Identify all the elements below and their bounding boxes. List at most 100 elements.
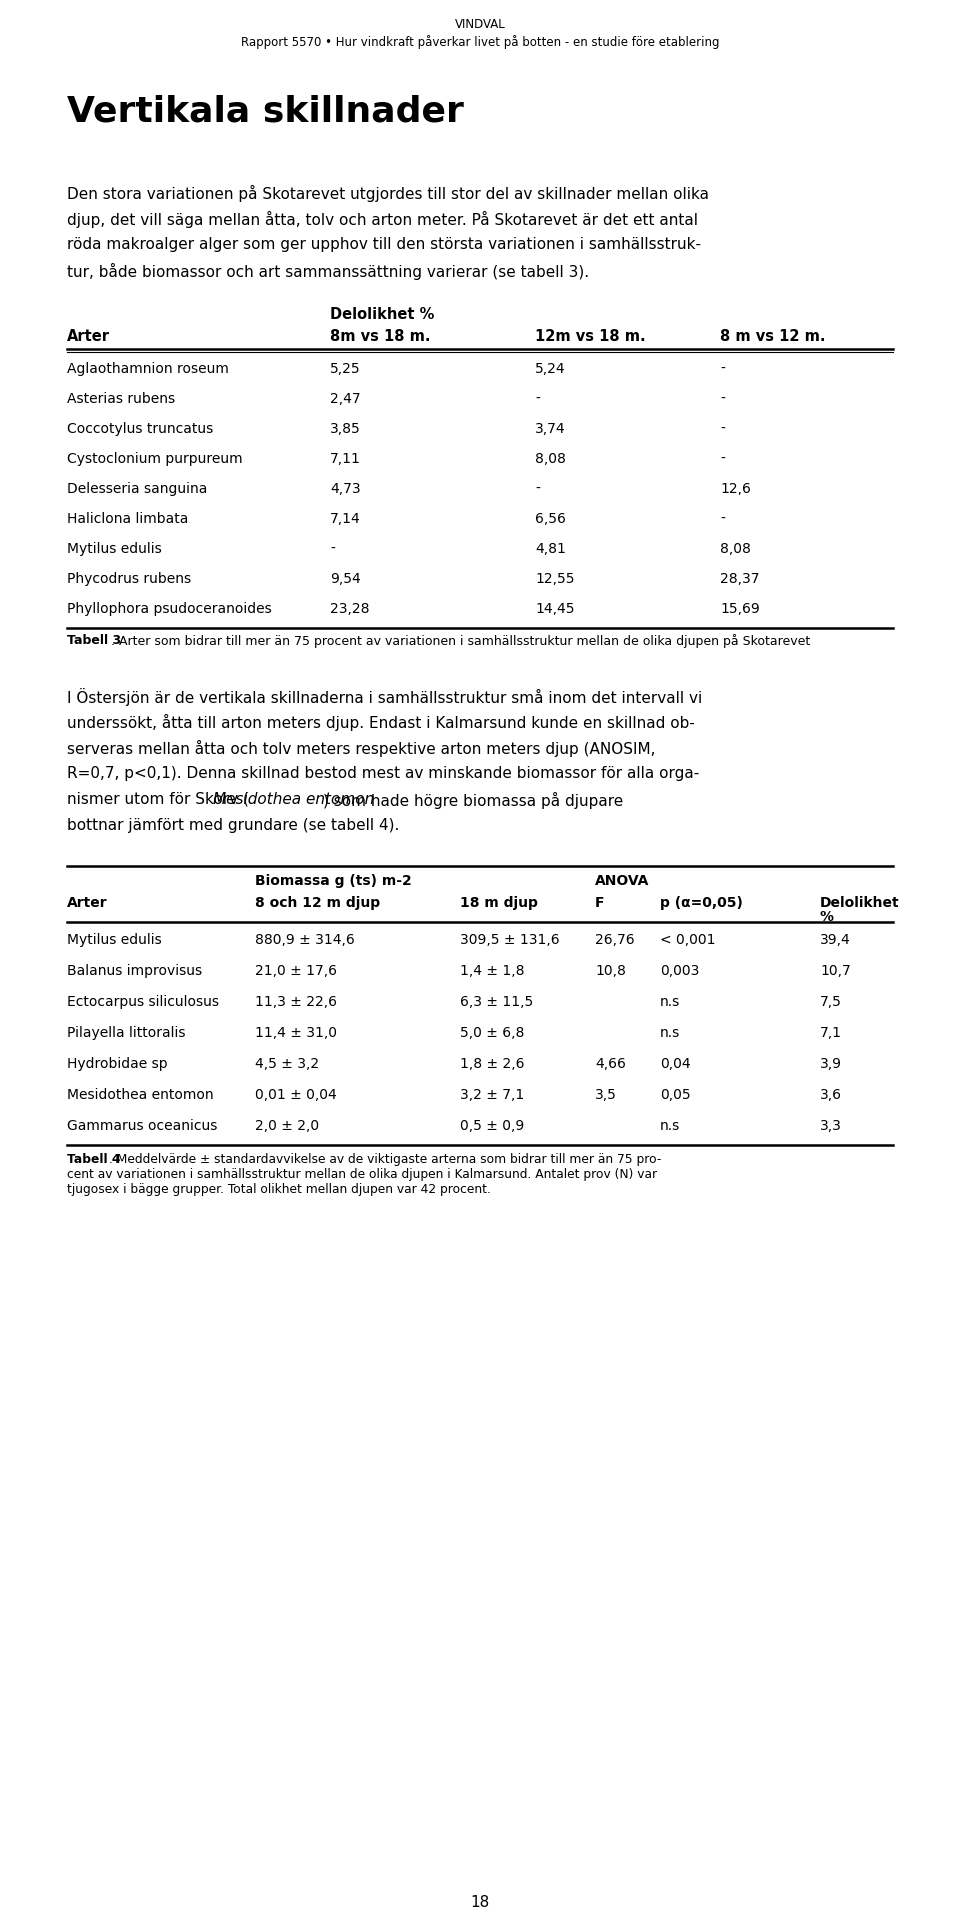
Text: n.s: n.s — [660, 1026, 681, 1040]
Text: 15,69: 15,69 — [720, 603, 759, 616]
Text: 309,5 ± 131,6: 309,5 ± 131,6 — [460, 934, 560, 947]
Text: 8 m vs 12 m.: 8 m vs 12 m. — [720, 329, 826, 345]
Text: 8,08: 8,08 — [720, 543, 751, 556]
Text: 12,6: 12,6 — [720, 481, 751, 497]
Text: 28,37: 28,37 — [720, 572, 759, 585]
Text: 8m vs 18 m.: 8m vs 18 m. — [330, 329, 430, 345]
Text: Den stora variationen på Skotarevet utgjordes till stor del av skillnader mellan: Den stora variationen på Skotarevet utgj… — [67, 185, 709, 202]
Text: 3,6: 3,6 — [820, 1088, 842, 1101]
Text: 2,47: 2,47 — [330, 393, 361, 406]
Text: n.s: n.s — [660, 995, 681, 1009]
Text: 14,45: 14,45 — [535, 603, 574, 616]
Text: 9,54: 9,54 — [330, 572, 361, 585]
Text: -: - — [720, 393, 725, 406]
Text: Aglaothamnion roseum: Aglaothamnion roseum — [67, 362, 228, 375]
Text: Arter: Arter — [67, 329, 110, 345]
Text: -: - — [535, 393, 540, 406]
Text: p (α=0,05): p (α=0,05) — [660, 895, 743, 911]
Text: 0,01 ± 0,04: 0,01 ± 0,04 — [255, 1088, 337, 1101]
Text: Pilayella littoralis: Pilayella littoralis — [67, 1026, 185, 1040]
Text: R=0,7, p<0,1). Denna skillnad bestod mest av minskande biomassor för alla orga-: R=0,7, p<0,1). Denna skillnad bestod mes… — [67, 766, 699, 782]
Text: Delolikhet %: Delolikhet % — [330, 306, 434, 321]
Text: 3,85: 3,85 — [330, 422, 361, 435]
Text: 12m vs 18 m.: 12m vs 18 m. — [535, 329, 646, 345]
Text: 11,3 ± 22,6: 11,3 ± 22,6 — [255, 995, 337, 1009]
Text: 3,5: 3,5 — [595, 1088, 617, 1101]
Text: Biomassa g (ts) m-2: Biomassa g (ts) m-2 — [255, 874, 412, 887]
Text: Balanus improvisus: Balanus improvisus — [67, 964, 203, 978]
Text: cent av variationen i samhällsstruktur mellan de olika djupen i Kalmarsund. Anta: cent av variationen i samhällsstruktur m… — [67, 1168, 658, 1182]
Text: 7,14: 7,14 — [330, 512, 361, 526]
Text: 7,11: 7,11 — [330, 452, 361, 466]
Text: 3,2 ± 7,1: 3,2 ± 7,1 — [460, 1088, 524, 1101]
Text: ) som hade högre biomassa på djupare: ) som hade högre biomassa på djupare — [323, 791, 623, 808]
Text: 7,1: 7,1 — [820, 1026, 842, 1040]
Text: Mytilus edulis: Mytilus edulis — [67, 934, 161, 947]
Text: bottnar jämfört med grundare (se tabell 4).: bottnar jämfört med grundare (se tabell … — [67, 818, 399, 834]
Text: 7,5: 7,5 — [820, 995, 842, 1009]
Text: 4,5 ± 3,2: 4,5 ± 3,2 — [255, 1057, 319, 1070]
Text: 18: 18 — [470, 1894, 490, 1910]
Text: 26,76: 26,76 — [595, 934, 635, 947]
Text: 5,25: 5,25 — [330, 362, 361, 375]
Text: 4,66: 4,66 — [595, 1057, 626, 1070]
Text: 6,56: 6,56 — [535, 512, 565, 526]
Text: 39,4: 39,4 — [820, 934, 851, 947]
Text: 21,0 ± 17,6: 21,0 ± 17,6 — [255, 964, 337, 978]
Text: -: - — [720, 422, 725, 435]
Text: djup, det vill säga mellan åtta, tolv och arton meter. På Skotarevet är det ett : djup, det vill säga mellan åtta, tolv oc… — [67, 212, 698, 227]
Text: Delolikhet: Delolikhet — [820, 895, 900, 911]
Text: 0,003: 0,003 — [660, 964, 700, 978]
Text: 3,74: 3,74 — [535, 422, 565, 435]
Text: 4,81: 4,81 — [535, 543, 565, 556]
Text: tjugosex i bägge grupper. Total olikhet mellan djupen var 42 procent.: tjugosex i bägge grupper. Total olikhet … — [67, 1184, 491, 1195]
Text: -: - — [535, 481, 540, 497]
Text: 18 m djup: 18 m djup — [460, 895, 538, 911]
Text: Cystoclonium purpureum: Cystoclonium purpureum — [67, 452, 243, 466]
Text: 10,8: 10,8 — [595, 964, 626, 978]
Text: F: F — [595, 895, 605, 911]
Text: Mesidothea entomon: Mesidothea entomon — [67, 1088, 214, 1101]
Text: Phyllophora psudoceranoides: Phyllophora psudoceranoides — [67, 603, 272, 616]
Text: Tabell 3: Tabell 3 — [67, 633, 121, 647]
Text: 2,0 ± 2,0: 2,0 ± 2,0 — [255, 1118, 319, 1134]
Text: Haliclona limbata: Haliclona limbata — [67, 512, 188, 526]
Text: 3,3: 3,3 — [820, 1118, 842, 1134]
Text: 5,24: 5,24 — [535, 362, 565, 375]
Text: Delesseria sanguina: Delesseria sanguina — [67, 481, 207, 497]
Text: Vertikala skillnader: Vertikala skillnader — [67, 94, 464, 129]
Text: VINDVAL: VINDVAL — [455, 17, 505, 31]
Text: 0,5 ± 0,9: 0,5 ± 0,9 — [460, 1118, 524, 1134]
Text: . Meddelvärde ± standardavvikelse av de viktigaste arterna som bidrar till mer ä: . Meddelvärde ± standardavvikelse av de … — [109, 1153, 661, 1167]
Text: Mesidothea entomon: Mesidothea entomon — [213, 791, 374, 807]
Text: < 0,001: < 0,001 — [660, 934, 715, 947]
Text: underssökt, åtta till arton meters djup. Endast i Kalmarsund kunde en skillnad o: underssökt, åtta till arton meters djup.… — [67, 714, 695, 732]
Text: 8 och 12 m djup: 8 och 12 m djup — [255, 895, 380, 911]
Text: 1,8 ± 2,6: 1,8 ± 2,6 — [460, 1057, 524, 1070]
Text: 8,08: 8,08 — [535, 452, 565, 466]
Text: Rapport 5570 • Hur vindkraft påverkar livet på botten - en studie före etablerin: Rapport 5570 • Hur vindkraft påverkar li… — [241, 35, 719, 48]
Text: I Östersjön är de vertikala skillnaderna i samhällsstruktur små inom det interva: I Östersjön är de vertikala skillnaderna… — [67, 687, 703, 706]
Text: 6,3 ± 11,5: 6,3 ± 11,5 — [460, 995, 533, 1009]
Text: 0,05: 0,05 — [660, 1088, 690, 1101]
Text: tur, både biomassor och art sammanssättning varierar (se tabell 3).: tur, både biomassor och art sammanssättn… — [67, 264, 589, 279]
Text: 23,28: 23,28 — [330, 603, 370, 616]
Text: n.s: n.s — [660, 1118, 681, 1134]
Text: 10,7: 10,7 — [820, 964, 851, 978]
Text: serveras mellan åtta och tolv meters respektive arton meters djup (ANOSIM,: serveras mellan åtta och tolv meters res… — [67, 739, 656, 757]
Text: -: - — [720, 362, 725, 375]
Text: 11,4 ± 31,0: 11,4 ± 31,0 — [255, 1026, 337, 1040]
Text: Asterias rubens: Asterias rubens — [67, 393, 175, 406]
Text: 0,04: 0,04 — [660, 1057, 690, 1070]
Text: Tabell 4: Tabell 4 — [67, 1153, 120, 1167]
Text: -: - — [330, 543, 335, 556]
Text: 1,4 ± 1,8: 1,4 ± 1,8 — [460, 964, 524, 978]
Text: 5,0 ± 6,8: 5,0 ± 6,8 — [460, 1026, 524, 1040]
Text: -: - — [720, 452, 725, 466]
Text: röda makroalger alger som ger upphov till den största variationen i samhällsstru: röda makroalger alger som ger upphov til… — [67, 237, 701, 252]
Text: 880,9 ± 314,6: 880,9 ± 314,6 — [255, 934, 355, 947]
Text: ANOVA: ANOVA — [595, 874, 649, 887]
Text: %: % — [820, 911, 834, 924]
Text: Ectocarpus siliculosus: Ectocarpus siliculosus — [67, 995, 219, 1009]
Text: 4,73: 4,73 — [330, 481, 361, 497]
